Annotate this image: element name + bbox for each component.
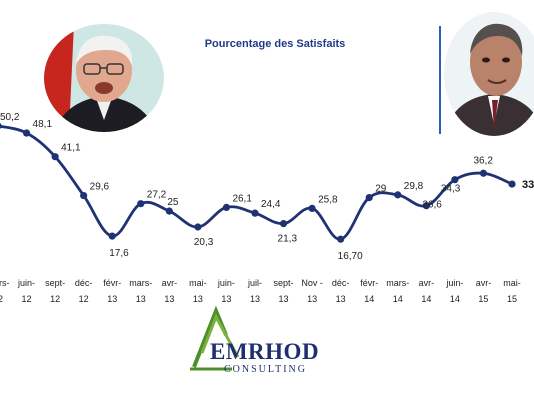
- data-point: [422, 202, 430, 210]
- data-label: 26,6: [422, 200, 442, 211]
- data-point: [308, 204, 316, 213]
- data-point: [222, 203, 231, 211]
- data-point: [279, 220, 288, 228]
- divider-line: [439, 26, 441, 134]
- x-tick-label: 14: [450, 294, 460, 304]
- x-tick-label: 14: [364, 294, 374, 304]
- portrait-photo-left: [44, 24, 164, 132]
- data-label: 29,8: [404, 181, 424, 192]
- x-tick-label: 12: [79, 294, 89, 304]
- x-tick-label: févr-: [360, 278, 378, 288]
- x-tick-label: juin-: [17, 278, 35, 288]
- x-tick-label: sept-: [274, 278, 294, 288]
- x-tick-label: févr-: [103, 278, 121, 288]
- data-label: 34,3: [441, 184, 461, 195]
- x-tick-label: 13: [136, 294, 146, 304]
- data-label: 41,1: [61, 143, 81, 154]
- x-tick-label: mai-: [503, 278, 521, 288]
- x-tick-label: mai-: [189, 278, 207, 288]
- x-tick-label: 13: [250, 294, 260, 304]
- x-tick-label: 15: [507, 294, 517, 304]
- portrait-photo-right: [444, 12, 534, 136]
- data-point: [51, 153, 59, 161]
- x-tick-label: 13: [336, 294, 346, 304]
- x-tick-label: 13: [221, 294, 231, 304]
- x-tick-label: 14: [393, 294, 403, 304]
- data-label: 29: [375, 184, 387, 195]
- company-logo: EMRHOD CONSULTING: [188, 305, 348, 385]
- x-tick-label: 13: [307, 294, 317, 304]
- portrait-right-illustration: [444, 12, 534, 136]
- data-point: [0, 122, 2, 129]
- data-label: 36,2: [473, 155, 493, 166]
- x-tick-label: avr-: [162, 278, 178, 288]
- data-label: 33: [522, 179, 534, 191]
- data-label: 25: [167, 197, 179, 208]
- x-tick-label: 14: [421, 294, 431, 304]
- x-tick-label: 12: [0, 294, 3, 304]
- x-tick-label: déc-: [75, 278, 93, 288]
- x-tick-label: Nov -: [301, 278, 323, 288]
- data-label: 26,1: [232, 193, 252, 204]
- x-tick-label: 13: [193, 294, 203, 304]
- data-label: 48,1: [33, 119, 53, 130]
- x-tick-label: sept-: [45, 278, 65, 288]
- data-point: [22, 129, 31, 137]
- x-tick-label: mars-: [386, 278, 409, 288]
- x-tick-label: 13: [107, 294, 117, 304]
- data-label: 27,2: [147, 190, 167, 201]
- data-point: [394, 191, 402, 199]
- x-tick-label: 13: [279, 294, 289, 304]
- data-point: [80, 191, 88, 200]
- data-label: 24,4: [261, 199, 281, 210]
- data-label: 20,3: [194, 237, 214, 248]
- data-label: 25,8: [318, 194, 338, 205]
- x-tick-label: mars-: [129, 278, 152, 288]
- chart-title: Pourcentage des Satisfaits: [204, 38, 346, 50]
- logo-triangle-icon: [190, 305, 240, 371]
- data-point: [508, 180, 516, 188]
- data-point: [337, 235, 345, 243]
- data-point: [194, 223, 202, 231]
- data-point: [451, 176, 459, 184]
- x-tick-label: juil-: [247, 278, 262, 288]
- x-tick-label: avr-: [476, 278, 492, 288]
- data-point: [165, 207, 173, 215]
- data-label: 29,6: [90, 182, 110, 193]
- x-tick-label: 13: [164, 294, 174, 304]
- x-tick-label: avr-: [419, 278, 435, 288]
- data-label: 16,70: [338, 251, 363, 262]
- data-label: 50,2: [0, 112, 20, 123]
- x-tick-label: 12: [50, 294, 60, 304]
- data-point: [479, 169, 488, 177]
- x-tick-label: juin-: [445, 278, 463, 288]
- data-point: [251, 209, 259, 217]
- data-point: [137, 200, 145, 208]
- data-label: 21,3: [278, 234, 298, 245]
- logo-tagline: CONSULTING: [224, 364, 307, 375]
- logo-name: EMRHOD: [210, 339, 320, 364]
- x-tick-label: déc-: [332, 278, 350, 288]
- x-tick-label: juin-: [217, 278, 235, 288]
- data-label: 17,6: [109, 248, 129, 259]
- x-tick-label: 15: [478, 294, 488, 304]
- data-point: [365, 193, 373, 202]
- portrait-left-illustration: [44, 24, 164, 132]
- x-tick-label: 12: [22, 294, 32, 304]
- x-tick-label: mars-: [0, 278, 10, 288]
- data-point: [108, 232, 116, 240]
